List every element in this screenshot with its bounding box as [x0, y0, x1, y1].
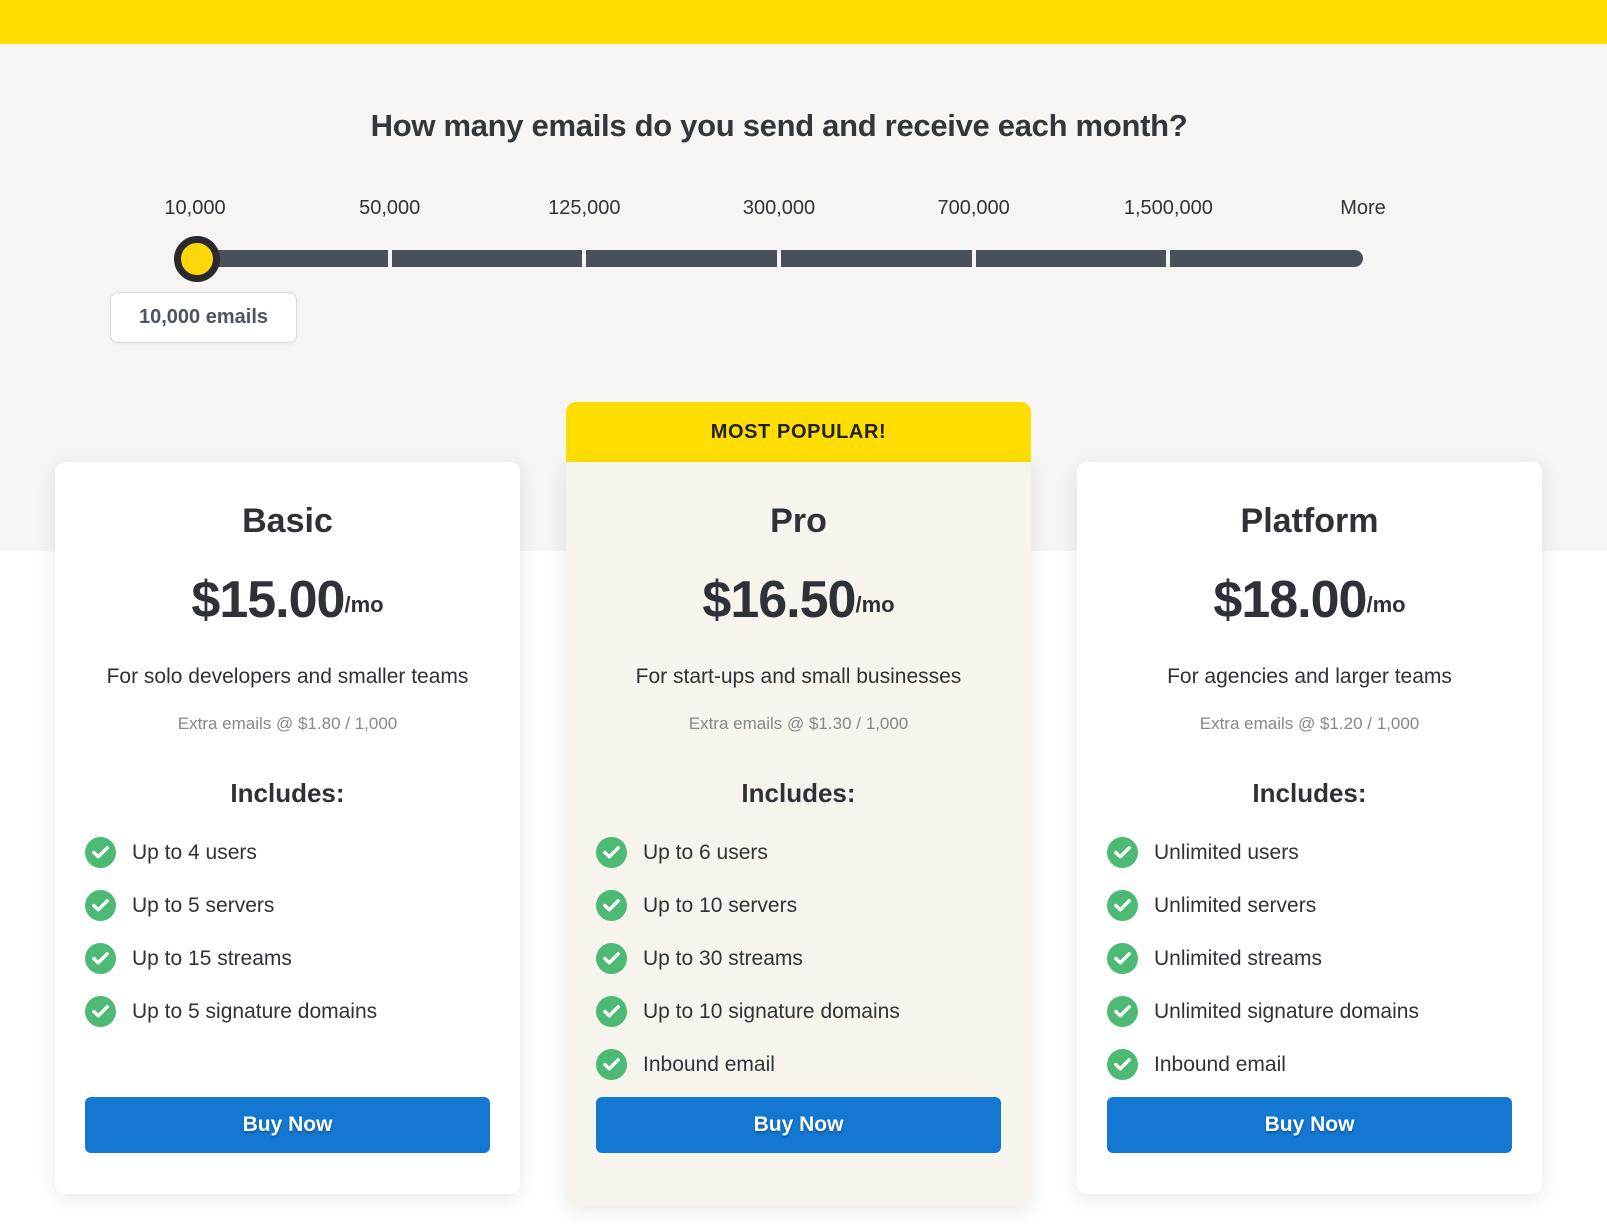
check-icon	[596, 837, 627, 868]
plan-card-pro: Pro $16.50/mo For start-ups and small bu…	[566, 462, 1031, 1206]
feature-list: Up to 6 users Up to 10 servers Up to 30 …	[596, 826, 1001, 1091]
plan-extra-emails-note: Extra emails @ $1.30 / 1,000	[688, 714, 909, 733]
feature-label: Up to 10 servers	[643, 893, 798, 917]
list-item: Inbound email	[1107, 1038, 1512, 1091]
feature-label: Up to 5 signature domains	[132, 999, 378, 1023]
buy-now-button-basic[interactable]: Buy Now	[85, 1097, 490, 1153]
check-icon	[596, 890, 627, 921]
plan-name: Basic	[242, 502, 333, 540]
price-period: /mo	[344, 592, 384, 617]
buy-now-button-platform[interactable]: Buy Now	[1107, 1097, 1512, 1153]
list-item: Inbound email	[596, 1038, 1001, 1091]
plan-description: For solo developers and smaller teams	[106, 665, 469, 688]
plan-extra-emails-note: Extra emails @ $1.20 / 1,000	[1199, 714, 1420, 733]
slider-track-separator	[971, 250, 976, 267]
feature-label: Unlimited streams	[1154, 946, 1323, 970]
buy-now-button-pro[interactable]: Buy Now	[596, 1097, 1001, 1153]
check-icon	[1107, 837, 1138, 868]
plan-description: For start-ups and small businesses	[635, 665, 962, 688]
feature-label: Unlimited users	[1154, 840, 1299, 864]
price-amount: $18.00	[1213, 571, 1367, 629]
list-item: Unlimited users	[1107, 826, 1512, 879]
slider-tick-label: 50,000	[359, 197, 421, 219]
feature-list: Unlimited users Unlimited servers Unlimi…	[1107, 826, 1512, 1091]
feature-label: Inbound email	[1154, 1052, 1286, 1076]
check-icon	[85, 837, 116, 868]
feature-list: Up to 4 users Up to 5 servers Up to 15 s…	[85, 826, 490, 1038]
plan-name: Platform	[1240, 502, 1379, 540]
check-icon	[1107, 1049, 1138, 1080]
plan-column-pro: MOST POPULAR! Pro $16.50/mo For start-up…	[566, 402, 1031, 1206]
feature-label: Up to 10 signature domains	[643, 999, 900, 1023]
check-icon	[85, 890, 116, 921]
page-title: How many emails do you send and receive …	[370, 108, 1188, 143]
plan-extra-emails-note: Extra emails @ $1.80 / 1,000	[177, 714, 398, 733]
price-period: /mo	[855, 592, 895, 617]
includes-heading: Includes:	[230, 778, 345, 808]
check-icon	[596, 1049, 627, 1080]
slider-tick-label: 1,500,000	[1123, 197, 1213, 219]
list-item: Up to 30 streams	[596, 932, 1001, 985]
check-icon	[1107, 996, 1138, 1027]
includes-heading: Includes:	[741, 778, 856, 808]
feature-label: Up to 30 streams	[643, 946, 803, 970]
list-item: Up to 15 streams	[85, 932, 490, 985]
list-item: Up to 5 servers	[85, 879, 490, 932]
list-item: Up to 4 users	[85, 826, 490, 879]
includes-heading: Includes:	[1252, 778, 1367, 808]
list-item: Unlimited servers	[1107, 879, 1512, 932]
slider-value-label: 10,000 emails	[139, 306, 268, 328]
feature-label: Up to 15 streams	[132, 946, 292, 970]
slider-track[interactable]	[195, 250, 1363, 267]
feature-label: Inbound email	[643, 1052, 775, 1076]
top-banner	[0, 0, 1607, 44]
plan-price: $18.00/mo	[1077, 570, 1542, 630]
slider-tick-label: 300,000	[742, 197, 816, 219]
plan-card-basic: Basic $15.00/mo For solo developers and …	[55, 462, 520, 1194]
check-icon	[596, 996, 627, 1027]
list-item: Up to 10 servers	[596, 879, 1001, 932]
slider-track-separator	[777, 250, 781, 267]
feature-label: Up to 5 servers	[132, 893, 275, 917]
check-icon	[1107, 890, 1138, 921]
slider-track-separator	[387, 250, 392, 267]
price-period: /mo	[1366, 592, 1406, 617]
slider-tick-label: 125,000	[548, 197, 621, 219]
check-icon	[1107, 943, 1138, 974]
slider-track-separator	[1166, 250, 1171, 267]
list-item: Unlimited streams	[1107, 932, 1512, 985]
slider-handle[interactable]	[174, 236, 220, 282]
slider-tick-label: More	[1340, 197, 1386, 219]
plan-name: Pro	[770, 502, 827, 540]
plan-price: $16.50/mo	[566, 570, 1031, 630]
plan-description: For agencies and larger teams	[1167, 665, 1452, 688]
slider-value-tooltip: 10,000 emails	[110, 292, 297, 343]
slider-track-separator	[582, 250, 587, 267]
list-item: Up to 10 signature domains	[596, 985, 1001, 1038]
list-item: Up to 6 users	[596, 826, 1001, 879]
check-icon	[85, 943, 116, 974]
slider-tick-label: 10,000	[164, 197, 226, 219]
plan-price: $15.00/mo	[55, 570, 520, 630]
feature-label: Unlimited signature domains	[1154, 999, 1419, 1023]
most-popular-badge: MOST POPULAR!	[566, 402, 1031, 462]
list-item: Up to 5 signature domains	[85, 985, 490, 1038]
feature-label: Up to 6 users	[643, 840, 768, 864]
price-amount: $16.50	[702, 571, 856, 629]
slider-tick-label: 700,000	[937, 197, 1010, 219]
price-amount: $15.00	[191, 571, 345, 629]
plan-card-platform: Platform $18.00/mo For agencies and larg…	[1077, 462, 1542, 1194]
email-volume-slider: 10,000 50,000 125,000 300,000 700,000 1,…	[110, 197, 1386, 357]
feature-label: Up to 4 users	[132, 840, 257, 864]
check-icon	[596, 943, 627, 974]
feature-label: Unlimited servers	[1154, 893, 1317, 917]
list-item: Unlimited signature domains	[1107, 985, 1512, 1038]
check-icon	[85, 996, 116, 1027]
